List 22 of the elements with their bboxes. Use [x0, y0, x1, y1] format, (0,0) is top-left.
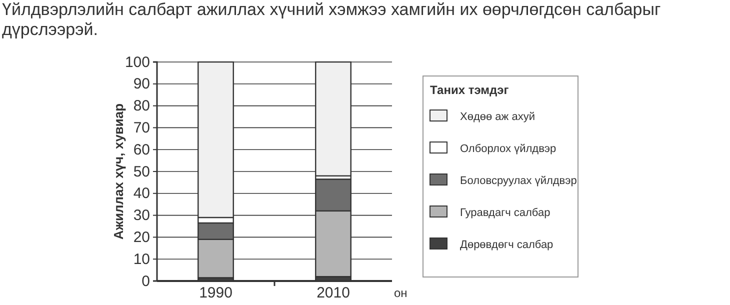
legend-label: Хөдөө аж ахуй: [460, 111, 535, 123]
y-tick-label: 20: [133, 229, 150, 246]
x-tick-label: 1990: [199, 284, 232, 302]
x-tick-label: 2010: [316, 284, 350, 302]
y-tick-label: 90: [133, 76, 150, 93]
y-axis-title: Ажиллах хүч, хувиар: [111, 103, 126, 240]
y-tick-label: 40: [133, 185, 150, 202]
y-tick-label: 100: [124, 54, 150, 71]
legend-label: Дөрөвдөгч салбар: [460, 239, 554, 251]
y-tick-label: 0: [142, 272, 150, 290]
legend-label: Гуравдагч салбар: [460, 207, 550, 219]
y-tick-label: 50: [133, 163, 150, 180]
legend-label: Боловсруулах үйлдвэр: [460, 175, 577, 187]
y-tick-label: 70: [133, 120, 150, 136]
y-tick-label: 60: [133, 141, 150, 158]
y-tick-label: 10: [133, 250, 150, 268]
legend-label: Олборлох үйлдвэр: [460, 143, 556, 155]
y-tick-label: 30: [133, 207, 150, 224]
y-tick-label: 80: [133, 98, 150, 115]
legend-title: Таних тэмдэг: [430, 83, 509, 97]
chart-title: Үйлдвэрлэлийн салбарт ажиллах хүчний хэмжээ хамгийн их өөрчлөгдсөн салбарыг дүрслээрэй.: [2, 0, 662, 40]
x-axis-title: он: [394, 286, 408, 300]
